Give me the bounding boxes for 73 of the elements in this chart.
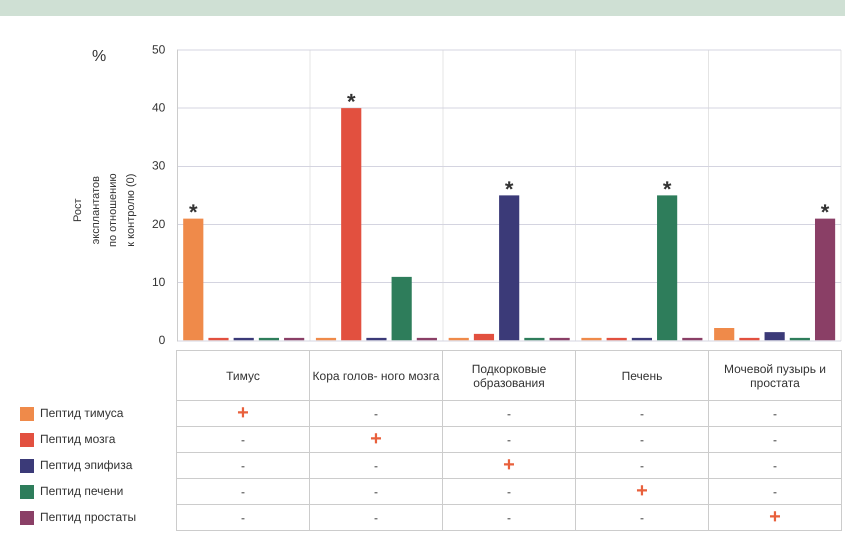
y-tick-label: 50 <box>152 42 166 56</box>
text: - <box>640 406 644 420</box>
text: + <box>503 454 515 476</box>
annotation: * <box>662 176 672 202</box>
text: - <box>241 432 245 446</box>
text: - <box>507 484 511 498</box>
bar <box>814 218 836 340</box>
text: + <box>636 480 648 502</box>
bar <box>366 338 387 340</box>
bar <box>550 338 570 340</box>
bar <box>284 338 304 340</box>
text: + <box>769 506 781 528</box>
bar <box>632 338 652 340</box>
x-tick-label: Печень <box>576 350 708 400</box>
text: - <box>773 458 777 472</box>
text: - <box>507 406 511 420</box>
bar <box>341 108 362 340</box>
bar <box>183 218 204 340</box>
legend-label: Пептид мозга <box>39 431 116 448</box>
text: - <box>640 432 644 446</box>
text: - <box>640 458 644 472</box>
annotation: * <box>820 200 830 225</box>
text: - <box>640 510 644 524</box>
bar <box>416 338 437 340</box>
bar <box>474 334 494 340</box>
x-tick-label: Подкорковые образования <box>442 350 576 400</box>
bar <box>581 338 602 340</box>
x-tick-label: Кора голов- ного мозга <box>310 350 442 400</box>
text: - <box>507 510 511 524</box>
text: % <box>92 48 106 66</box>
legend-label: Пептид тимуса <box>39 405 124 422</box>
bar <box>448 338 469 340</box>
bar <box>524 338 544 340</box>
bar <box>790 338 810 340</box>
bar <box>764 332 785 340</box>
text: - <box>241 484 245 498</box>
y-tick-label: 40 <box>152 100 166 114</box>
x-tick-label: Мочевой пузырь и простата <box>708 350 842 400</box>
bar <box>499 195 520 340</box>
y-tick-label: 30 <box>152 158 166 173</box>
y-tick-label: 0 <box>158 333 166 348</box>
bar <box>258 338 280 340</box>
y-axis-title: Рост эксплантатов по отношению к контролю (0) <box>70 172 138 249</box>
legend-label: Пептид простаты <box>39 509 138 526</box>
bar <box>739 338 760 340</box>
text: - <box>773 406 777 420</box>
legend-label: Пептид эпифиза <box>39 457 134 474</box>
y-tick-label: 20 <box>152 216 166 231</box>
text: + <box>237 402 249 424</box>
text: + <box>370 428 382 450</box>
bar <box>606 338 627 340</box>
text: - <box>507 432 511 446</box>
bar <box>714 328 734 340</box>
text: - <box>374 406 378 420</box>
bar <box>682 338 702 340</box>
annotation: * <box>188 200 198 225</box>
bar <box>392 276 412 340</box>
bar <box>316 338 336 340</box>
legend-label: Пептид печени <box>39 483 124 500</box>
x-tick-label: Тимус <box>176 350 310 400</box>
text: - <box>374 510 378 524</box>
annotation: * <box>346 89 356 114</box>
bar <box>234 338 254 340</box>
text: - <box>374 484 378 498</box>
text: - <box>374 458 378 472</box>
bar <box>657 195 678 340</box>
y-tick-label: 10 <box>152 274 166 289</box>
text: - <box>241 458 245 472</box>
annotation: * <box>504 176 514 202</box>
text: - <box>773 432 777 446</box>
bar <box>208 338 229 340</box>
text: - <box>773 484 777 498</box>
text: - <box>241 510 245 524</box>
